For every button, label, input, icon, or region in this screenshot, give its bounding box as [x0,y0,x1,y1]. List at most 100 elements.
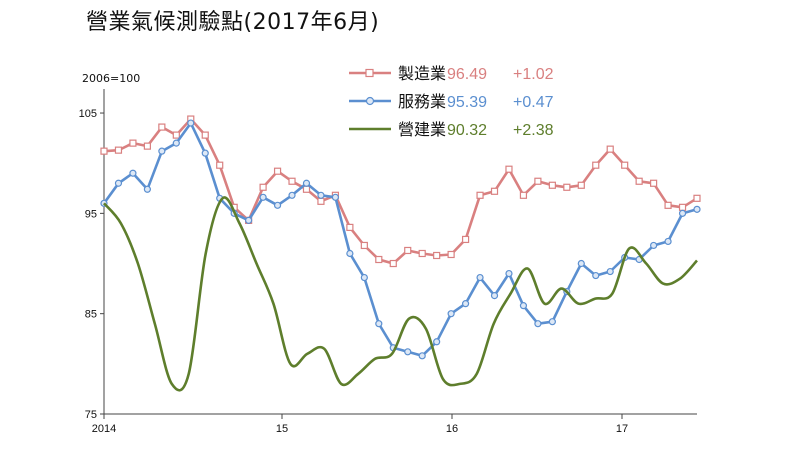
data-point [548,318,556,326]
legend-series-change: +0.47 [513,94,554,111]
data-point [664,201,672,209]
data-point [404,348,412,356]
data-point [461,235,470,244]
x-tick-label: 16 [446,423,458,435]
data-point [635,177,643,185]
series-line-1 [103,117,698,265]
legend-series-name: 營建業 [398,120,446,139]
data-point [606,267,614,276]
data-point [447,250,455,259]
data-point [534,320,542,328]
y-tick-label: 75 [85,409,97,421]
series-line-2 [102,121,698,358]
legend-marker [365,96,375,106]
data-point [317,197,325,205]
axes: 75 85 95 105 2014 15 16 17 [79,89,697,435]
data-point [302,185,311,193]
data-point [592,161,600,169]
data-point [678,209,687,217]
data-point [259,193,267,201]
data-point [216,161,224,169]
data-point [664,237,672,246]
data-point [245,216,253,224]
data-point [273,167,282,175]
legend-series-value: 90.32 [447,122,487,139]
legend-series-change: +1.02 [513,66,554,83]
data-point [693,194,701,202]
data-point [172,139,180,147]
data-point [534,177,542,185]
data-point [621,161,629,169]
x-tick-label: 17 [616,423,628,435]
legend-series-value: 95.39 [447,94,487,111]
data-point [519,302,528,310]
series-lines [100,115,701,392]
data-point [577,181,585,189]
data-point [519,191,528,199]
y-tick-label: 85 [85,309,97,321]
data-point [490,292,499,300]
legend: 製造業 96.49 +1.02 服務業 95.39 +0.47 營建業 90.32 +2.38 [349,64,554,139]
data-point [360,241,368,250]
data-point [433,338,441,346]
data-point [158,123,166,131]
data-point [490,187,499,195]
data-point [259,183,267,191]
data-point [375,320,383,328]
legend-series-name: 製造業 [398,64,446,83]
x-tick-label: 15 [276,423,288,435]
data-point [404,246,412,255]
data-point [693,205,701,213]
data-point [606,145,614,153]
legend-series-name: 服務業 [398,92,446,111]
data-point [447,310,455,318]
data-point [129,139,137,147]
legend-marker [365,68,374,78]
data-point [650,179,658,187]
data-point [187,119,195,127]
data-point [389,259,397,268]
chart-title: 營業氣候測驗點(2017年6月) [86,10,380,35]
data-point [461,300,470,308]
data-point [433,251,441,260]
y-tick-label: 95 [85,208,97,220]
data-point [143,142,151,150]
data-point [100,147,108,155]
data-point [418,352,426,360]
data-point [317,191,325,199]
legend-series-change: +2.38 [513,122,554,139]
data-point [201,149,209,157]
data-point [375,255,383,264]
data-point [505,269,513,278]
data-point [563,183,571,191]
data-point [288,191,296,199]
data-point [505,165,513,173]
data-point [114,146,123,154]
data-point [418,249,426,258]
data-point [288,177,296,185]
data-point [114,179,123,187]
legend-series-value: 96.49 [447,66,487,83]
data-point [172,131,180,139]
data-point [360,273,368,282]
data-point [346,223,354,231]
data-point [592,271,600,280]
data-point [476,191,484,199]
data-point [476,273,484,282]
x-tick-label: 2014 [92,423,116,435]
y-tick-label: 105 [79,108,97,120]
data-point [201,131,209,139]
data-point [678,203,687,211]
data-point [143,185,151,193]
data-point [346,249,354,258]
data-point [650,241,658,250]
unit-label: 2006=100 [82,72,141,85]
data-point [548,181,556,189]
data-point [331,193,340,201]
data-point [129,169,137,177]
data-point [158,147,166,155]
data-point [302,179,311,187]
series-line-3 [102,196,698,392]
data-point [577,259,585,268]
